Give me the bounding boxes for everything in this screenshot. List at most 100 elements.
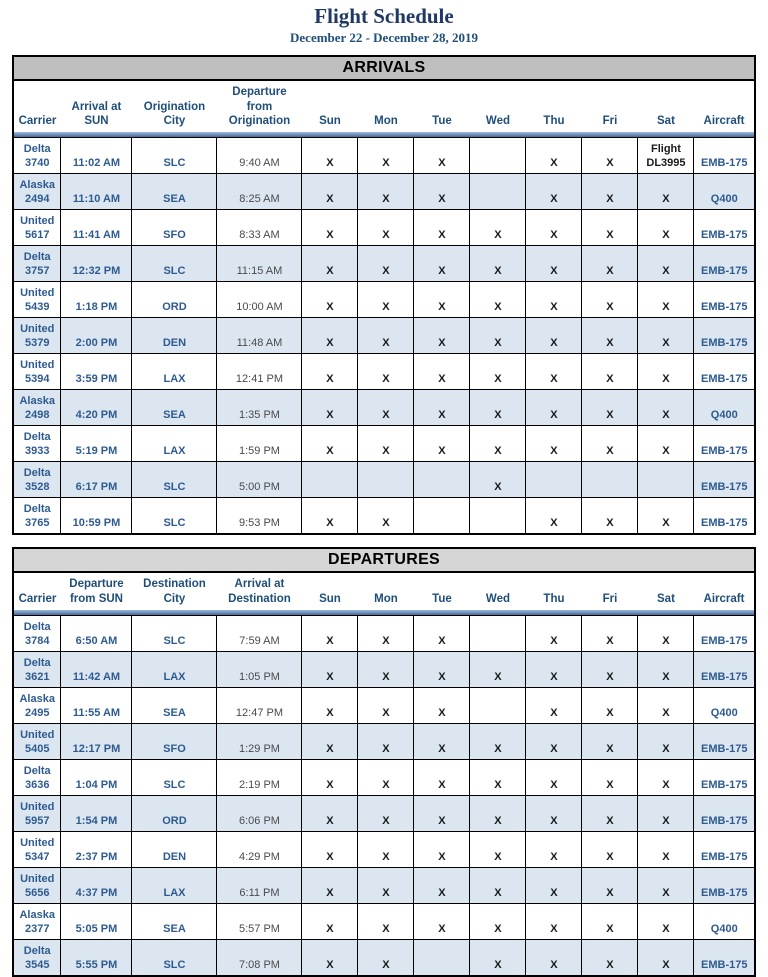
day-cell-mon: X [357, 686, 415, 724]
day-cell-wed: X [469, 866, 527, 904]
day-cell-thu: X [525, 722, 583, 760]
arrival-at-destination-cell: 5:57 PM [216, 902, 303, 940]
day-cell-sat: X [637, 209, 695, 247]
day-cell-mon: X [357, 830, 415, 868]
departures-row: Delta 3545 5:55 PM SLC 7:08 PM X X X X X X EMB-175 [12, 938, 756, 977]
carrier-cell: Delta 3757 [12, 245, 62, 283]
departure-from-origination-cell: 8:25 AM [216, 173, 303, 211]
day-cell-sat: Flight DL3995 [637, 137, 695, 175]
arrivals-row: United 5439 1:18 PM ORD 10:00 AM X X X X X X X EMB-… [12, 281, 756, 319]
day-cell-sun: X [301, 902, 359, 940]
aircraft-cell: EMB-175 [693, 614, 756, 652]
day-cell-sat: X [637, 866, 695, 904]
day-cell-wed: X [469, 722, 527, 760]
departures-table: DEPARTURES Carrier Departure from SUN De… [11, 547, 757, 977]
destination-city-cell: ORD [131, 794, 218, 832]
day-cell-sat: X [637, 902, 695, 940]
day-cell-tue: X [413, 650, 471, 688]
carrier-cell: Alaska 2495 [12, 686, 62, 724]
day-cell-fri: X [581, 794, 639, 832]
origination-city-cell: LAX [131, 425, 218, 463]
carrier-cell: United 5405 [12, 722, 62, 760]
arrivals-row: Delta 3740 11:02 AM SLC 9:40 AM X X X X X Flight … [12, 137, 756, 175]
arrivals-section-title: ARRIVALS [12, 56, 756, 81]
page-title: Flight Schedule [314, 4, 454, 28]
aircraft-cell: EMB-175 [693, 938, 756, 977]
arrival-at-destination-cell: 4:29 PM [216, 830, 303, 868]
departure-from-sun-cell: 12:17 PM [60, 722, 133, 760]
departures-row: Alaska 2495 11:55 AM SEA 12:47 PM X X X X X X Q400 [12, 686, 756, 724]
origination-city-cell: SLC [131, 497, 218, 535]
day-cell-tue: X [413, 902, 471, 940]
day-cell-thu: X [525, 425, 583, 463]
aircraft-cell: Q400 [693, 173, 756, 211]
day-cell-sun: X [301, 245, 359, 283]
aircraft-cell: EMB-175 [693, 497, 756, 535]
day-cell-sat: X [637, 245, 695, 283]
day-cell-mon: X [357, 281, 415, 319]
arrival-at-sun-cell: 10:59 PM [60, 497, 133, 535]
day-cell-fri: X [581, 281, 639, 319]
day-cell-wed: X [469, 902, 527, 940]
departure-from-sun-cell: 4:37 PM [60, 866, 133, 904]
day-cell-fri: X [581, 902, 639, 940]
arrivals-row: Delta 3933 5:19 PM LAX 1:59 PM X X X X X X X EMB-17… [12, 425, 756, 463]
day-cell-wed: X [469, 830, 527, 868]
carrier-cell: Delta 3740 [12, 137, 62, 175]
destination-city-cell: LAX [131, 650, 218, 688]
day-cell-wed: X [469, 245, 527, 283]
day-cell-sun: X [301, 830, 359, 868]
day-cell-wed: X [469, 461, 527, 499]
carrier-cell: Delta 3933 [12, 425, 62, 463]
day-cell-sun: X [301, 938, 359, 977]
aircraft-cell: EMB-175 [693, 317, 756, 355]
aircraft-cell: EMB-175 [693, 650, 756, 688]
header-sat: Sat [657, 592, 675, 605]
header-mon: Mon [374, 592, 398, 605]
aircraft-cell: EMB-175 [693, 722, 756, 760]
day-cell-mon: X [357, 317, 415, 355]
aircraft-cell: EMB-175 [693, 794, 756, 832]
day-cell-tue [413, 938, 471, 977]
day-cell-tue: X [413, 425, 471, 463]
aircraft-cell: Q400 [693, 389, 756, 427]
departures-row: Delta 3636 1:04 PM SLC 2:19 PM X X X X X X X EMB-17… [12, 758, 756, 796]
arrivals-row: United 5617 11:41 AM SFO 8:33 AM X X X X X X X EMB-… [12, 209, 756, 247]
origination-city-cell: DEN [131, 317, 218, 355]
header-tue: Tue [432, 115, 452, 128]
day-cell-wed: X [469, 317, 527, 355]
day-cell-thu: X [525, 245, 583, 283]
destination-city-cell: SEA [131, 686, 218, 724]
carrier-cell: United 5656 [12, 866, 62, 904]
aircraft-cell: EMB-175 [693, 461, 756, 499]
day-cell-mon: X [357, 497, 415, 535]
day-cell-tue: X [413, 830, 471, 868]
day-cell-wed: X [469, 209, 527, 247]
departure-from-origination-cell: 8:33 AM [216, 209, 303, 247]
origination-city-cell: ORD [131, 281, 218, 319]
header-departure-from-origination: Departure from Origination [228, 86, 291, 128]
departure-from-origination-cell: 11:15 AM [216, 245, 303, 283]
day-cell-thu: X [525, 902, 583, 940]
departures-row: United 5405 12:17 PM SFO 1:29 PM X X X X X X X EMB-… [12, 722, 756, 760]
day-cell-tue: X [413, 245, 471, 283]
day-cell-mon: X [357, 902, 415, 940]
header-tue: Tue [432, 592, 452, 605]
day-cell-tue: X [413, 209, 471, 247]
origination-city-cell: SEA [131, 389, 218, 427]
day-cell-thu [525, 461, 583, 499]
destination-city-cell: DEN [131, 830, 218, 868]
day-cell-fri: X [581, 137, 639, 175]
day-cell-sun: X [301, 614, 359, 652]
day-cell-mon: X [357, 722, 415, 760]
departure-from-sun-cell: 5:55 PM [60, 938, 133, 977]
day-cell-tue: X [413, 794, 471, 832]
destination-city-cell: LAX [131, 866, 218, 904]
arrival-at-sun-cell: 3:59 PM [60, 353, 133, 391]
arrival-at-destination-cell: 6:11 PM [216, 866, 303, 904]
day-cell-sat: X [637, 722, 695, 760]
arrival-at-destination-cell: 1:05 PM [216, 650, 303, 688]
aircraft-cell: EMB-175 [693, 353, 756, 391]
day-cell-sat: X [637, 497, 695, 535]
day-cell-thu: X [525, 650, 583, 688]
